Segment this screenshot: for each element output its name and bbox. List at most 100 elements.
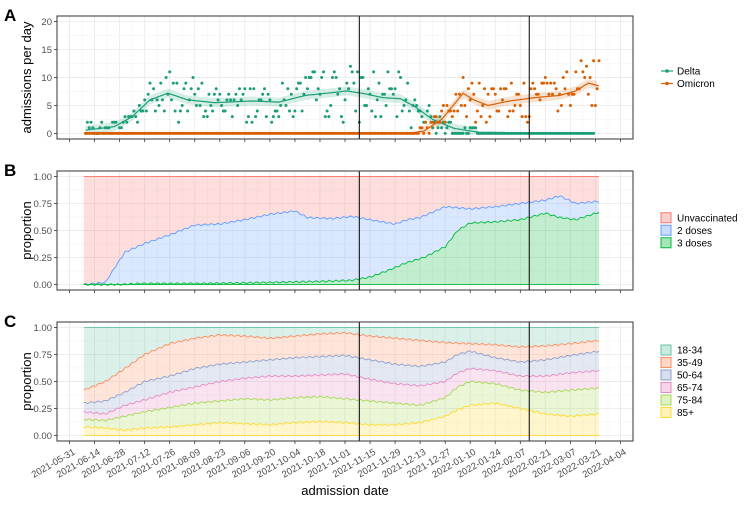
- delta-point: [305, 87, 309, 91]
- delta-point: [431, 126, 435, 130]
- delta-point: [334, 76, 338, 79]
- area-2-doses: [83, 195, 600, 286]
- omicron-point: [522, 81, 526, 85]
- delta-point: [393, 87, 397, 91]
- delta-point: [298, 81, 302, 85]
- delta-point: [341, 120, 345, 124]
- delta-point: [316, 87, 320, 91]
- delta-point: [132, 109, 136, 113]
- delta-point: [144, 109, 148, 113]
- delta-point: [373, 115, 377, 119]
- legend-key-point: [665, 69, 669, 73]
- delta-point: [438, 115, 442, 119]
- y-tick-label: 0.50: [34, 377, 53, 388]
- omicron-point: [420, 126, 424, 130]
- area-3-doses: [83, 211, 600, 286]
- delta-point: [443, 131, 447, 135]
- delta-point: [232, 98, 236, 102]
- delta-point: [223, 109, 227, 113]
- delta-point: [386, 70, 390, 74]
- delta-point: [304, 76, 308, 79]
- delta-point: [463, 126, 467, 130]
- omicron-point: [459, 104, 463, 107]
- delta-point: [238, 87, 241, 91]
- omicron-point: [454, 92, 458, 96]
- delta-point: [327, 115, 331, 119]
- omicron-point: [488, 115, 492, 119]
- omicron-point: [586, 92, 590, 96]
- delta-point: [440, 126, 444, 130]
- legend-key-swatch: [660, 344, 672, 356]
- delta-point: [220, 104, 224, 107]
- legend-key-point: [665, 81, 669, 86]
- delta-point: [173, 109, 177, 113]
- delta-point: [141, 109, 145, 113]
- delta-point: [391, 92, 395, 96]
- omicron-point: [583, 76, 587, 79]
- delta-point: [409, 126, 413, 130]
- omicron-point: [590, 104, 594, 107]
- legend-label: 18-34: [677, 346, 703, 357]
- delta-point: [255, 109, 259, 113]
- y-axis-label: proportion: [19, 352, 34, 411]
- stacked-areas: [83, 326, 600, 437]
- x-axis-label: admission date: [301, 483, 388, 498]
- y-tick-label: 1.00: [34, 172, 53, 183]
- omicron-point: [506, 115, 510, 119]
- delta-point: [284, 104, 288, 107]
- delta-point: [212, 92, 216, 96]
- delta-point: [348, 64, 352, 68]
- delta-point: [234, 92, 238, 96]
- delta-point: [379, 115, 383, 119]
- delta-point: [275, 109, 279, 113]
- delta-point: [193, 92, 197, 96]
- y-axis-label: proportion: [19, 201, 34, 260]
- delta-point: [354, 109, 358, 113]
- delta-point: [399, 76, 402, 79]
- panel-tag: A: [4, 6, 16, 25]
- delta-point: [332, 70, 336, 74]
- delta-point: [313, 70, 317, 74]
- delta-point: [175, 81, 179, 85]
- omicron-point: [452, 109, 456, 113]
- omicron-point: [468, 98, 472, 102]
- legend-label: 65-74: [677, 383, 703, 394]
- delta-point: [279, 104, 283, 107]
- delta-point: [248, 87, 252, 91]
- delta-point: [322, 70, 325, 74]
- delta-point: [261, 92, 265, 96]
- omicron-ribbon: [85, 79, 598, 135]
- delta-point: [168, 70, 172, 74]
- legend-key-swatch: [660, 212, 672, 224]
- delta-point: [161, 98, 164, 102]
- omicron-point: [547, 92, 551, 96]
- omicron-point: [477, 81, 481, 85]
- delta-point: [366, 87, 370, 91]
- omicron-point: [497, 109, 501, 113]
- delta-point: [177, 120, 181, 124]
- omicron-point: [542, 81, 546, 85]
- y-tick-label: 5: [47, 101, 52, 112]
- omicron-point: [581, 70, 585, 74]
- legend-label: 35-49: [677, 358, 703, 369]
- omicron-point: [572, 92, 576, 96]
- delta-point: [289, 92, 293, 96]
- omicron-point: [538, 98, 542, 102]
- delta-point: [350, 70, 354, 74]
- delta-point: [180, 104, 184, 107]
- y-tick-label: 20: [41, 17, 52, 28]
- delta-point: [268, 98, 272, 102]
- delta-point: [214, 87, 218, 91]
- omicron-point: [499, 87, 503, 91]
- delta-point: [266, 92, 270, 96]
- delta-point: [164, 76, 168, 79]
- delta-point: [390, 87, 393, 91]
- omicron-point: [422, 131, 426, 135]
- delta-point: [461, 131, 465, 135]
- delta-point: [356, 70, 359, 74]
- omicron-point: [424, 120, 427, 124]
- omicron-point: [588, 76, 592, 79]
- delta-point: [295, 87, 299, 91]
- y-tick-label: 10: [41, 73, 52, 84]
- omicron-point: [597, 59, 601, 63]
